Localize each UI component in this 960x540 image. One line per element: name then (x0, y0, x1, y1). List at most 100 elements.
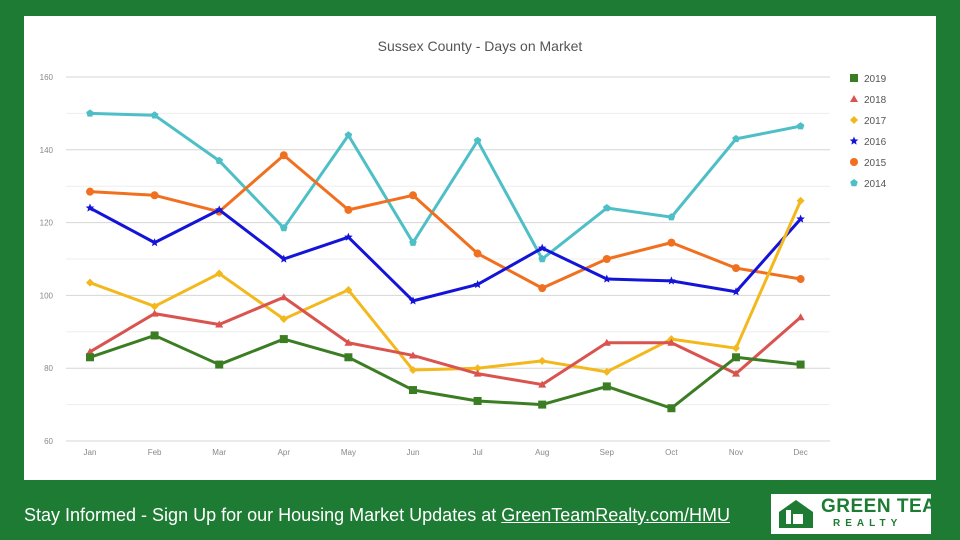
y-tick-label: 140 (40, 146, 54, 155)
data-point-2018 (409, 351, 417, 359)
x-tick-label: Mar (212, 448, 226, 457)
logo-text-green-team: GREEN TEAM (821, 496, 953, 517)
data-point-2016 (731, 287, 741, 296)
data-point-2014 (215, 156, 224, 164)
data-point-2018 (667, 338, 676, 346)
x-tick-label: Feb (148, 448, 162, 457)
data-point-2019 (667, 404, 676, 413)
data-point-2019 (732, 353, 740, 362)
legend-marker-2016 (849, 136, 859, 145)
x-tick-label: May (341, 448, 356, 457)
logo-text-realty: REALTY (833, 518, 903, 529)
legend-marker-2018 (850, 95, 858, 102)
house-logo-icon (779, 500, 813, 528)
legend-label-2015: 2015 (864, 158, 887, 169)
data-point-2016 (602, 274, 612, 283)
legend-marker-2019 (850, 74, 858, 82)
data-point-2016 (796, 214, 805, 223)
data-point-2018 (732, 369, 740, 377)
data-point-2017 (473, 364, 482, 373)
data-point-2019 (86, 353, 94, 362)
footer-prefix: Stay Informed - Sign Up for our Housing … (24, 505, 502, 525)
legend-marker-2014 (850, 179, 858, 187)
data-point-2015 (602, 255, 611, 263)
x-tick-label: Jan (84, 448, 97, 457)
data-point-2014 (473, 136, 482, 144)
data-point-2016 (150, 238, 159, 247)
series-line-2016 (89, 206, 802, 303)
data-point-2017 (602, 367, 611, 376)
data-point-2019 (215, 360, 224, 369)
data-point-2019 (796, 360, 805, 369)
data-point-2014 (667, 213, 676, 221)
x-tick-label: Jun (407, 448, 420, 457)
data-point-2014 (344, 131, 353, 139)
data-point-2014 (602, 204, 611, 212)
data-point-2019 (602, 382, 611, 391)
legend-marker-2015 (850, 158, 858, 166)
legend-label-2014: 2014 (864, 179, 887, 190)
data-point-2019 (150, 331, 159, 340)
green-team-realty-logo: GREEN TEAM REALTY (771, 494, 952, 534)
y-tick-label: 120 (40, 219, 54, 228)
data-point-2019 (473, 396, 482, 405)
data-point-2017 (150, 302, 159, 311)
data-point-2014 (86, 109, 94, 117)
data-point-2015 (473, 249, 482, 258)
data-point-2018 (215, 320, 224, 328)
data-point-2014 (732, 134, 740, 143)
data-point-2015 (796, 275, 805, 284)
y-tick-label: 160 (40, 73, 54, 82)
series-line-2015 (89, 153, 801, 290)
footer-banner: Stay Informed - Sign Up for our Housing … (24, 505, 730, 526)
data-point-2014 (279, 224, 288, 232)
legend-marker-2017 (850, 116, 858, 124)
data-point-2016 (408, 296, 418, 305)
x-tick-label: Nov (729, 448, 743, 457)
x-tick-label: Sep (600, 448, 615, 457)
data-point-2016 (279, 254, 289, 263)
data-point-2014 (150, 111, 159, 119)
x-tick-label: Aug (535, 448, 549, 457)
data-point-2017 (279, 315, 288, 324)
legend-label-2018: 2018 (864, 95, 887, 106)
legend-label-2017: 2017 (864, 116, 887, 127)
data-point-2016 (214, 205, 224, 214)
legend-label-2016: 2016 (864, 137, 887, 148)
y-tick-label: 100 (40, 291, 54, 300)
data-point-2018 (86, 347, 94, 355)
data-point-2019 (344, 353, 353, 362)
data-point-2017 (538, 356, 547, 365)
y-tick-label: 80 (44, 364, 53, 373)
chart-panel: Sussex County - Days on Market 60 80 100 12… (24, 16, 936, 480)
data-point-2014 (538, 255, 547, 263)
data-point-2016 (473, 279, 482, 289)
data-point-2015 (86, 187, 94, 196)
data-point-2017 (86, 278, 94, 287)
data-point-2015 (538, 284, 547, 293)
data-point-2018 (344, 338, 353, 346)
data-point-2016 (85, 203, 95, 212)
data-point-2015 (667, 238, 676, 247)
x-tick-label: Dec (793, 448, 807, 457)
x-tick-label: Apr (278, 448, 291, 457)
data-point-2015 (279, 151, 288, 160)
data-point-2015 (732, 264, 740, 273)
data-point-2016 (537, 243, 547, 252)
data-point-2017 (344, 285, 353, 294)
data-point-2017 (796, 196, 805, 205)
chart-title: Sussex County - Days on Market (377, 38, 583, 54)
data-point-2019 (409, 386, 417, 395)
x-tick-label: Jul (472, 448, 482, 457)
x-tick-label: Oct (665, 448, 678, 457)
data-point-2015 (409, 191, 417, 200)
data-point-2014 (796, 122, 805, 130)
data-point-2018 (602, 338, 611, 346)
series-line-2019 (89, 333, 801, 410)
data-point-2017 (732, 344, 740, 353)
data-point-2016 (667, 276, 676, 285)
hmu-signup-link[interactable]: GreenTeamRealty.com/HMU (501, 505, 730, 525)
data-point-2018 (796, 313, 805, 321)
data-point-2016 (344, 232, 353, 241)
data-point-2018 (473, 369, 482, 377)
